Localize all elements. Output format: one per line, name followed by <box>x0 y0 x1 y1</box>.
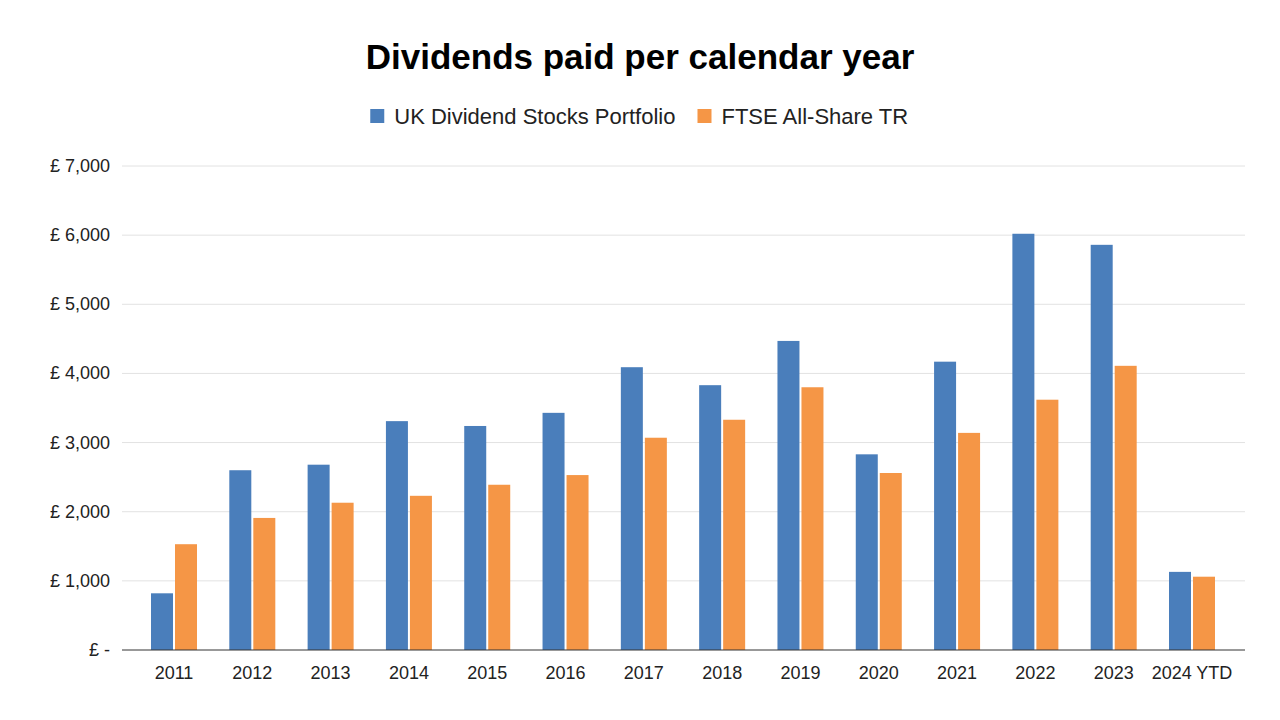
bar <box>934 362 956 650</box>
bar <box>1169 572 1191 650</box>
y-tick-label: £ 6,000 <box>50 225 110 245</box>
bar <box>229 470 251 650</box>
y-tick <box>116 511 122 512</box>
bar <box>410 496 432 650</box>
chart-title: Dividends paid per calendar year <box>366 37 915 76</box>
bar <box>332 503 354 650</box>
bar <box>386 421 408 650</box>
x-tick-label: 2022 <box>1015 663 1055 683</box>
y-tick <box>116 304 122 305</box>
grid-line <box>122 235 1245 236</box>
grid-line <box>122 511 1245 512</box>
grid-line <box>122 442 1245 443</box>
x-tick-label: 2015 <box>467 663 507 683</box>
bar <box>253 518 275 650</box>
bar <box>958 433 980 650</box>
x-tick-label: 2024 YTD <box>1152 663 1233 683</box>
y-tick-label: £ 2,000 <box>50 502 110 522</box>
x-tick-label: 2014 <box>389 663 429 683</box>
chart-svg: Dividends paid per calendar year UK Divid… <box>0 0 1280 720</box>
bar <box>1091 245 1113 650</box>
x-tick-label: 2018 <box>702 663 742 683</box>
grid-line <box>122 373 1245 374</box>
bar <box>1193 577 1215 650</box>
bar <box>464 426 486 650</box>
legend-swatch <box>370 109 384 123</box>
x-tick-label: 2012 <box>232 663 272 683</box>
bar <box>151 593 173 650</box>
bar <box>777 341 799 650</box>
y-tick <box>116 166 122 167</box>
bar <box>1012 234 1034 650</box>
x-tick-label: 2019 <box>780 663 820 683</box>
bar <box>621 367 643 650</box>
bar <box>880 473 902 650</box>
bar <box>1036 400 1058 650</box>
bars <box>151 234 1215 650</box>
bar <box>801 387 823 650</box>
x-tick-label: 2011 <box>155 663 194 683</box>
bar <box>308 465 330 650</box>
grid-line <box>122 580 1245 581</box>
y-tick <box>116 235 122 236</box>
grid <box>116 166 1245 650</box>
y-tick-label: £ 7,000 <box>50 156 110 176</box>
y-tick <box>116 650 122 651</box>
chart-container: Dividends paid per calendar year UK Divid… <box>0 0 1280 720</box>
x-tick-label: 2020 <box>859 663 899 683</box>
bar <box>645 438 667 650</box>
y-tick-label: £ 3,000 <box>50 433 110 453</box>
bar <box>175 544 197 650</box>
bar <box>488 485 510 650</box>
x-tick-label: 2021 <box>937 663 977 683</box>
bar <box>1115 366 1137 650</box>
bar <box>699 385 721 650</box>
y-tick-label: £ 4,000 <box>50 363 110 383</box>
grid-line <box>122 304 1245 305</box>
y-tick-label: £ 5,000 <box>50 294 110 314</box>
bar <box>543 413 565 650</box>
x-tick-label: 2013 <box>311 663 351 683</box>
legend-label: UK Dividend Stocks Portfolio <box>394 104 675 129</box>
y-tick <box>116 442 122 443</box>
x-tick-label: 2017 <box>624 663 664 683</box>
legend-swatch <box>697 109 711 123</box>
x-tick-label: 2016 <box>546 663 586 683</box>
y-tick-label: £ 1,000 <box>50 571 110 591</box>
bar <box>567 475 589 650</box>
y-tick <box>116 373 122 374</box>
x-axis-line <box>122 650 1245 651</box>
legend-label: FTSE All-Share TR <box>721 104 908 129</box>
bar <box>856 454 878 650</box>
grid-line <box>122 166 1245 167</box>
legend: UK Dividend Stocks Portfolio FTSE All-Sha… <box>370 104 908 129</box>
bar <box>723 420 745 650</box>
y-tick-label: £ - <box>89 640 110 660</box>
x-tick-label: 2023 <box>1094 663 1134 683</box>
y-tick <box>116 580 122 581</box>
